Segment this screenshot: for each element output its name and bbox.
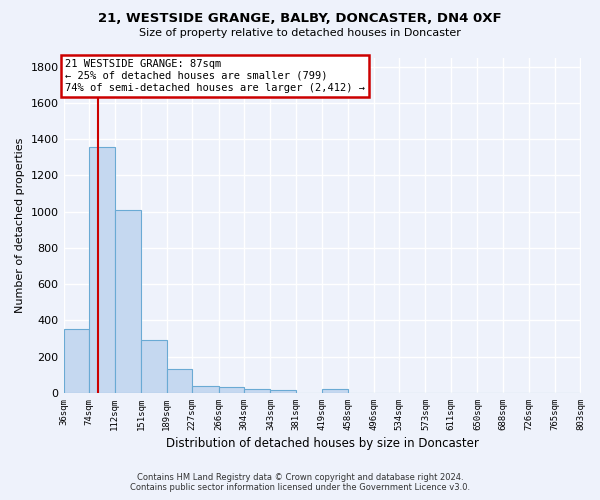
X-axis label: Distribution of detached houses by size in Doncaster: Distribution of detached houses by size … xyxy=(166,437,478,450)
Bar xyxy=(115,210,141,393)
Bar xyxy=(64,329,89,393)
Text: 21 WESTSIDE GRANGE: 87sqm
← 25% of detached houses are smaller (799)
74% of semi: 21 WESTSIDE GRANGE: 87sqm ← 25% of detac… xyxy=(65,60,365,92)
Bar xyxy=(167,370,192,393)
Bar xyxy=(141,340,167,393)
Bar xyxy=(192,386,218,393)
Bar xyxy=(218,386,244,393)
Bar xyxy=(271,390,296,393)
Text: 21, WESTSIDE GRANGE, BALBY, DONCASTER, DN4 0XF: 21, WESTSIDE GRANGE, BALBY, DONCASTER, D… xyxy=(98,12,502,26)
Text: Size of property relative to detached houses in Doncaster: Size of property relative to detached ho… xyxy=(139,28,461,38)
Text: Contains HM Land Registry data © Crown copyright and database right 2024.
Contai: Contains HM Land Registry data © Crown c… xyxy=(130,473,470,492)
Bar xyxy=(322,390,348,393)
Bar xyxy=(244,390,271,393)
Y-axis label: Number of detached properties: Number of detached properties xyxy=(15,138,25,313)
Bar xyxy=(89,148,115,393)
